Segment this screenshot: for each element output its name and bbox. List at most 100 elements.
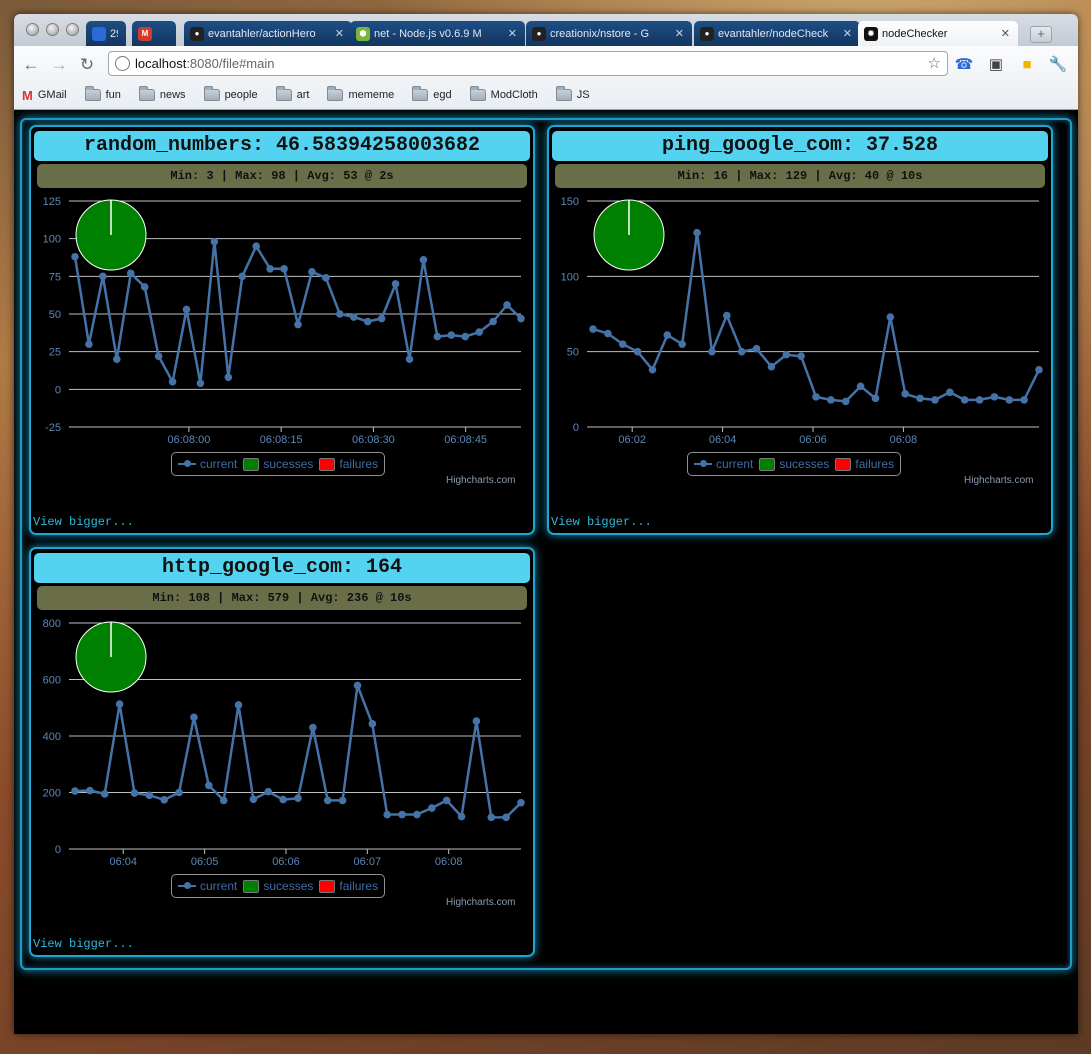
data-point[interactable] bbox=[353, 681, 362, 690]
data-point[interactable] bbox=[115, 700, 124, 708]
data-point[interactable] bbox=[475, 328, 483, 336]
data-point[interactable] bbox=[428, 804, 436, 812]
data-point[interactable] bbox=[154, 352, 163, 360]
data-point[interactable] bbox=[517, 314, 525, 323]
data-point[interactable] bbox=[279, 795, 287, 804]
data-point[interactable] bbox=[368, 720, 377, 728]
data-point[interactable] bbox=[589, 325, 597, 333]
close-window-button[interactable] bbox=[26, 23, 39, 36]
bookmark-0[interactable]: M GMail bbox=[22, 88, 67, 103]
tab-6[interactable]: ✹ nodeChecker ✕ bbox=[858, 21, 1018, 46]
data-point[interactable] bbox=[196, 379, 205, 388]
data-point[interactable] bbox=[71, 252, 79, 261]
data-point[interactable] bbox=[323, 796, 332, 805]
data-point[interactable] bbox=[234, 701, 243, 709]
view-bigger-link[interactable]: View bigger... bbox=[33, 515, 134, 529]
tab-2[interactable]: ● evantahler/actionHero ✕ bbox=[184, 21, 352, 46]
skype-icon[interactable]: ☎ bbox=[954, 56, 974, 73]
legend-successes[interactable]: sucesses bbox=[759, 457, 829, 471]
data-point[interactable] bbox=[1005, 396, 1014, 404]
bookmark-4[interactable]: art bbox=[275, 86, 309, 101]
data-point[interactable] bbox=[190, 713, 198, 722]
data-point[interactable] bbox=[487, 813, 496, 822]
data-point[interactable] bbox=[398, 810, 406, 819]
minimize-window-button[interactable] bbox=[46, 23, 59, 36]
close-tab-icon[interactable]: ✕ bbox=[674, 28, 684, 40]
data-point[interactable] bbox=[693, 228, 701, 237]
data-point[interactable] bbox=[633, 347, 642, 356]
data-point[interactable] bbox=[782, 350, 791, 359]
data-point[interactable] bbox=[210, 237, 219, 246]
close-tab-icon[interactable]: ✕ bbox=[842, 28, 852, 40]
close-tab-icon[interactable]: ✕ bbox=[1000, 28, 1010, 40]
tab-1[interactable]: M bbox=[132, 21, 176, 46]
view-bigger-link[interactable]: View bigger... bbox=[551, 515, 652, 529]
data-point[interactable] bbox=[648, 365, 657, 374]
data-point[interactable] bbox=[442, 796, 451, 805]
data-point[interactable] bbox=[990, 393, 999, 401]
highcharts-credits[interactable]: Highcharts.com bbox=[446, 475, 516, 486]
data-point[interactable] bbox=[841, 397, 850, 406]
data-point[interactable] bbox=[309, 723, 317, 732]
note-icon[interactable]: ■ bbox=[1022, 56, 1032, 73]
data-point[interactable] bbox=[447, 331, 456, 339]
data-point[interactable] bbox=[338, 796, 347, 805]
data-point[interactable] bbox=[827, 396, 835, 404]
data-point[interactable] bbox=[663, 331, 672, 339]
data-point[interactable] bbox=[252, 242, 260, 250]
data-point[interactable] bbox=[1020, 396, 1028, 404]
data-point[interactable] bbox=[113, 355, 121, 363]
tab-3[interactable]: ⬢ net - Node.js v0.6.9 M ✕ bbox=[350, 21, 525, 46]
data-point[interactable] bbox=[71, 787, 79, 795]
data-point[interactable] bbox=[767, 362, 776, 371]
data-point[interactable] bbox=[419, 255, 428, 264]
camera-icon[interactable]: ▣ bbox=[988, 56, 1004, 73]
view-bigger-link[interactable]: View bigger... bbox=[33, 937, 134, 951]
tab-5[interactable]: ● evantahler/nodeCheck ✕ bbox=[694, 21, 860, 46]
data-point[interactable] bbox=[238, 272, 247, 281]
data-point[interactable] bbox=[377, 314, 386, 323]
data-point[interactable] bbox=[294, 320, 302, 329]
bookmark-7[interactable]: ModCloth bbox=[469, 86, 538, 101]
data-point[interactable] bbox=[294, 794, 302, 802]
bookmark-6[interactable]: egd bbox=[412, 86, 452, 101]
legend-failures[interactable]: failures bbox=[835, 457, 894, 471]
data-point[interactable] bbox=[946, 388, 954, 397]
data-point[interactable] bbox=[752, 344, 761, 353]
legend-current[interactable]: current bbox=[178, 457, 237, 471]
data-point[interactable] bbox=[224, 373, 233, 382]
tab-0[interactable]: 29 bbox=[86, 21, 126, 46]
legend-current[interactable]: current bbox=[178, 879, 237, 893]
data-point[interactable] bbox=[145, 791, 154, 800]
data-point[interactable] bbox=[280, 265, 288, 273]
data-point[interactable] bbox=[264, 787, 273, 796]
new-tab-button[interactable]: + bbox=[1030, 26, 1052, 43]
data-point[interactable] bbox=[472, 717, 481, 725]
data-point[interactable] bbox=[349, 313, 358, 321]
data-point[interactable] bbox=[182, 305, 191, 314]
close-tab-icon[interactable]: ✕ bbox=[507, 28, 517, 40]
data-point[interactable] bbox=[604, 329, 612, 338]
data-point[interactable] bbox=[797, 352, 805, 360]
highcharts-credits[interactable]: Highcharts.com bbox=[964, 475, 1034, 486]
data-point[interactable] bbox=[160, 796, 168, 804]
data-point[interactable] bbox=[901, 390, 909, 398]
data-point[interactable] bbox=[503, 301, 511, 309]
data-point[interactable] bbox=[336, 310, 344, 318]
data-point[interactable] bbox=[249, 795, 258, 804]
highcharts-credits[interactable]: Highcharts.com bbox=[446, 897, 516, 908]
data-point[interactable] bbox=[812, 393, 820, 401]
legend-failures[interactable]: failures bbox=[319, 879, 378, 893]
data-point[interactable] bbox=[871, 394, 880, 403]
data-point[interactable] bbox=[461, 332, 470, 341]
data-point[interactable] bbox=[618, 340, 627, 348]
data-point[interactable] bbox=[140, 283, 149, 291]
data-point[interactable] bbox=[391, 280, 400, 288]
data-point[interactable] bbox=[266, 265, 274, 273]
data-point[interactable] bbox=[413, 810, 421, 819]
data-point[interactable] bbox=[205, 781, 213, 790]
back-button[interactable]: ← bbox=[22, 55, 40, 74]
bookmark-8[interactable]: JS bbox=[555, 86, 590, 101]
bookmark-1[interactable]: fun bbox=[84, 86, 121, 101]
data-point[interactable] bbox=[856, 382, 865, 391]
